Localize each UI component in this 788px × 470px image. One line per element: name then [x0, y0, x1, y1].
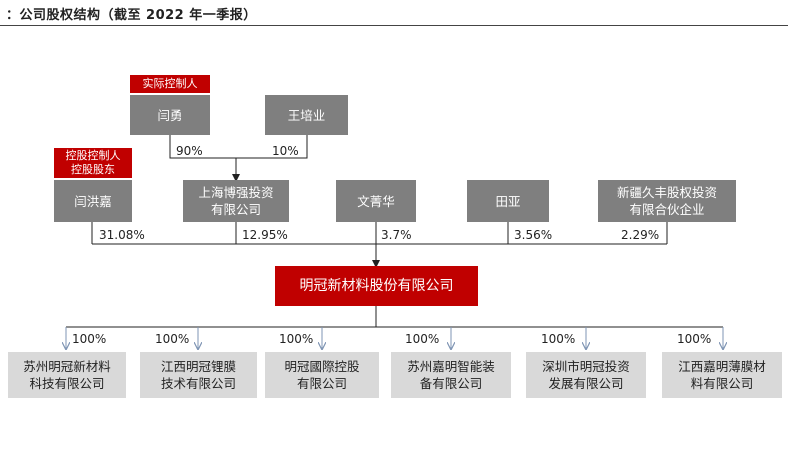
pct-yan-hongjia: 31.08% [99, 228, 145, 242]
pct-subsidiary-4: 100% [405, 332, 440, 346]
pct-shanghai-boqiang: 12.95% [242, 228, 288, 242]
pct-xinjiang-jiufeng: 2.29% [621, 228, 660, 242]
pct-subsidiary-3: 100% [279, 332, 314, 346]
pct-yan-yong: 90% [176, 144, 203, 158]
node-wang-peiye: 王培业 [265, 95, 348, 135]
title-divider [0, 25, 788, 26]
pct-wang-peiye: 10% [272, 144, 299, 158]
pct-tian-ya: 3.56% [514, 228, 553, 242]
node-subsidiary-2: 江西明冠锂膜 技术有限公司 [140, 352, 257, 398]
controlling-shareholder-tag: 控股控制人 控股股东 [54, 148, 132, 178]
pct-subsidiary-5: 100% [541, 332, 576, 346]
node-subsidiary-6: 江西嘉明薄膜材 料有限公司 [662, 352, 782, 398]
node-yan-hongjia: 闫洪嘉 [54, 180, 132, 222]
pct-subsidiary-1: 100% [72, 332, 107, 346]
node-yan-yong: 闫勇 [130, 95, 210, 135]
node-tian-ya: 田亚 [467, 180, 549, 222]
pct-subsidiary-2: 100% [155, 332, 190, 346]
node-subsidiary-1: 苏州明冠新材料 科技有限公司 [8, 352, 126, 398]
node-wen-qinghua: 文菁华 [336, 180, 416, 222]
pct-wen-qinghua: 3.7% [381, 228, 412, 242]
node-xinjiang-jiufeng: 新疆久丰股权投资 有限合伙企业 [598, 180, 736, 222]
pct-subsidiary-6: 100% [677, 332, 712, 346]
node-subsidiary-3: 明冠國際控股 有限公司 [265, 352, 379, 398]
page-title: ：公司股权结构（截至 2022 年一季报） [6, 8, 257, 23]
node-subsidiary-5: 深圳市明冠投资 发展有限公司 [526, 352, 646, 398]
actual-controller-tag: 实际控制人 [130, 75, 210, 93]
node-shanghai-boqiang: 上海博强投资 有限公司 [183, 180, 289, 222]
node-subsidiary-4: 苏州嘉明智能装 备有限公司 [391, 352, 511, 398]
node-company: 明冠新材料股份有限公司 [275, 266, 478, 306]
